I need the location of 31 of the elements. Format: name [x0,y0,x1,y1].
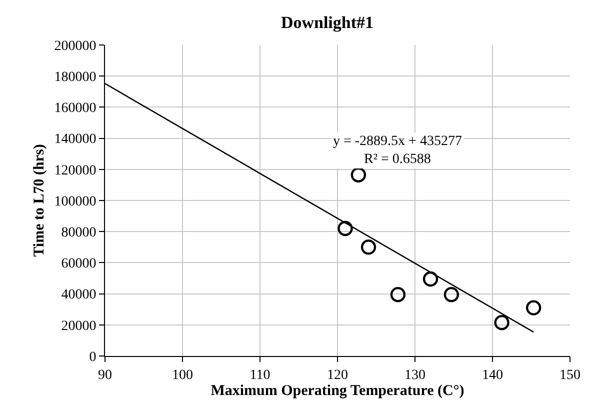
y-tick-label: 80000 [61,226,96,240]
y-tick-label: 140000 [54,132,96,148]
point [526,300,542,316]
x-tick-label: 90 [98,368,112,383]
point [338,220,353,236]
point [360,240,376,255]
x-tick-label: 140 [482,368,503,383]
y-tick-label: 120000 [54,163,96,178]
x-tick-label: 130 [404,368,426,383]
x-tick-label: 150 [560,368,580,383]
annotation: R² = 0.6588 [364,152,431,168]
y-tick-label: 180000 [54,70,96,85]
chart-title: Downlight#1 [280,13,374,32]
y-tick-label: 0 [89,350,96,365]
point [444,286,460,302]
x-tick-label: 120 [327,368,348,383]
point [390,286,406,302]
y-tick-label: 200000 [54,38,96,54]
y-tick-label: 160000 [54,101,96,116]
y-tick-label: 100000 [54,194,96,210]
x-tick-label: 110 [250,368,270,383]
point [350,167,366,182]
y-axis-title: Time to L70 (hrs) [31,144,48,257]
x-axis-title: Maximum Operating Temperature (C°) [210,382,464,399]
point [494,314,510,330]
y-tick-label: 40000 [61,288,96,303]
y-tick-label: 20000 [61,318,96,334]
point [422,271,438,287]
x-tick-label: 100 [172,368,193,383]
y-tick-label: 60000 [61,256,96,272]
annotation: y = -2889.5x + 435277 [333,134,462,149]
